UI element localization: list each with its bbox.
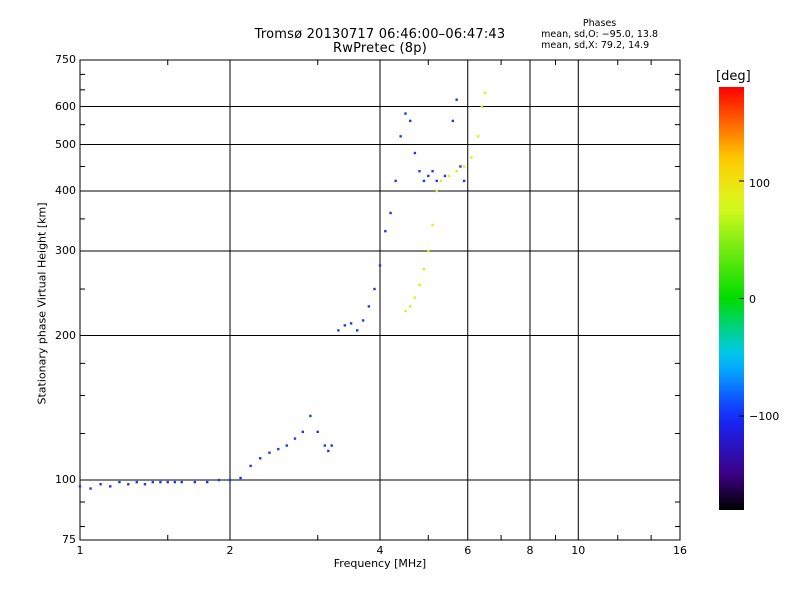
data-point xyxy=(483,91,487,95)
data-point xyxy=(404,112,407,115)
chart-title: Tromsø 20130717 06:46:00–06:47:43 xyxy=(254,27,506,42)
data-point xyxy=(378,264,382,267)
data-point xyxy=(99,483,102,486)
data-point xyxy=(78,485,82,488)
data-point xyxy=(418,283,421,287)
data-point xyxy=(422,179,426,183)
data-point xyxy=(435,179,438,183)
data-point xyxy=(373,287,376,291)
colorbar-tick-0: 0 xyxy=(749,293,756,306)
x-tick-label: 4 xyxy=(376,544,384,557)
data-point xyxy=(394,179,397,183)
y-tick-label: 300 xyxy=(55,244,76,257)
data-point xyxy=(462,179,466,183)
data-point xyxy=(431,169,434,173)
data-point xyxy=(173,480,177,484)
data-point xyxy=(309,414,312,418)
data-point xyxy=(451,119,455,123)
data-point xyxy=(109,485,112,488)
y-tick-label: 75 xyxy=(62,533,76,546)
y-tick-label: 500 xyxy=(55,137,76,151)
data-point xyxy=(367,305,371,308)
data-point xyxy=(422,267,426,271)
data-point xyxy=(404,309,407,313)
data-point xyxy=(455,98,458,101)
data-point xyxy=(477,135,480,138)
data-point xyxy=(355,329,359,332)
data-point xyxy=(118,480,121,484)
data-point xyxy=(228,478,232,482)
y-axis-label: Stationary phase Virtual Height [km] xyxy=(35,202,49,405)
chart-subtitle: RwPretec (8p) xyxy=(333,41,427,56)
colorbar-tick-minus-100: −100 xyxy=(749,410,780,423)
data-point xyxy=(389,211,392,215)
data-point xyxy=(409,305,412,308)
data-point xyxy=(159,480,162,484)
data-point xyxy=(361,319,365,322)
data-point xyxy=(427,174,430,178)
phase-stats: Phases mean, sd,O: −95.0, 13.8 mean, sd,… xyxy=(541,18,658,51)
x-tick-label: 10 xyxy=(571,544,586,557)
data-point xyxy=(431,223,434,227)
data-point xyxy=(239,476,242,480)
data-point xyxy=(399,135,402,138)
data-point xyxy=(135,480,138,484)
y-tick-label: 100 xyxy=(55,473,76,487)
data-point xyxy=(443,174,447,178)
data-point xyxy=(470,156,473,159)
data-point xyxy=(285,444,288,447)
colorbar-tick-100: 100 xyxy=(749,177,770,190)
x-tick-label: 2 xyxy=(226,544,234,557)
data-point xyxy=(418,169,421,173)
data-point xyxy=(384,229,387,233)
data-point xyxy=(127,483,130,486)
data-point xyxy=(316,430,319,434)
data-point xyxy=(259,457,262,460)
data-point xyxy=(455,169,458,173)
data-point xyxy=(151,480,155,484)
x-axis-label: Frequency [MHz] xyxy=(333,557,427,570)
data-point xyxy=(427,249,430,253)
y-tick-label: 750 xyxy=(55,53,76,66)
y-tick-label: 200 xyxy=(55,328,76,342)
data-point xyxy=(217,478,221,482)
data-point xyxy=(277,447,280,451)
data-point xyxy=(459,165,462,168)
x-tick-label: 6 xyxy=(464,544,472,557)
data-point xyxy=(413,296,417,299)
phase-stats-heading: Phases xyxy=(582,18,617,29)
data-point xyxy=(268,451,271,454)
phase-stats-x: mean, sd,X: 79.2, 14.9 xyxy=(541,40,650,51)
data-point xyxy=(143,483,147,486)
data-point xyxy=(180,480,183,484)
x-tick-label: 8 xyxy=(526,544,534,557)
data-point xyxy=(413,151,417,155)
data-point xyxy=(193,480,197,484)
data-point xyxy=(249,464,252,468)
phase-stats-o: mean, sd,O: −95.0, 13.8 xyxy=(541,29,658,40)
data-point xyxy=(293,437,297,440)
data-point xyxy=(447,174,451,178)
data-point xyxy=(409,119,412,123)
y-tick-label: 600 xyxy=(55,99,76,113)
x-tick-label: 1 xyxy=(76,544,84,557)
y-tick-label: 400 xyxy=(55,184,76,198)
data-point xyxy=(480,105,483,108)
data-point xyxy=(435,189,438,193)
data-point xyxy=(343,324,347,327)
data-point xyxy=(323,444,327,447)
data-point xyxy=(349,322,353,325)
data-point xyxy=(330,444,333,447)
data-point xyxy=(301,430,305,434)
data-point xyxy=(462,165,466,168)
data-point xyxy=(89,487,92,490)
data-point xyxy=(205,480,209,484)
data-point xyxy=(337,329,340,332)
data-point xyxy=(327,449,330,453)
x-tick-label: 16 xyxy=(673,544,687,557)
data-point xyxy=(439,179,443,183)
colorbar-label: [deg] xyxy=(716,69,751,84)
data-point xyxy=(166,480,169,484)
